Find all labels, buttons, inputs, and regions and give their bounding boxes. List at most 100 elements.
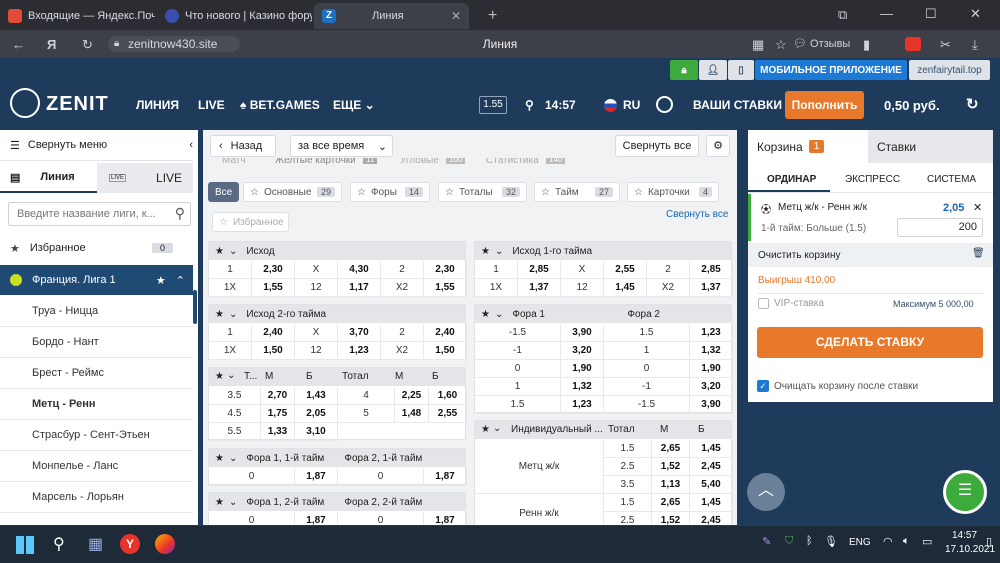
odds-cell[interactable]: 2,65 xyxy=(652,440,690,458)
odds-cell[interactable]: 1,23 xyxy=(561,396,604,414)
odds-cell[interactable]: 2,30 xyxy=(252,261,295,279)
odds-format-button[interactable]: 1.55 xyxy=(479,96,507,114)
odds-cell[interactable]: 1,33 xyxy=(261,423,295,441)
market-header[interactable]: ★ ⌄ Фора 1, 2-й тайм Фора 2, 2-й тайм xyxy=(209,493,465,511)
odds-cell[interactable]: 1,90 xyxy=(690,360,733,378)
new-tab-button[interactable]: + xyxy=(488,7,498,24)
sidebar-item-favorites[interactable]: ★ Избранное 0 xyxy=(0,234,193,262)
tab-yellow-cards[interactable]: Желтые карточки xyxy=(275,158,356,166)
screenshot-icon[interactable]: ✂ xyxy=(940,37,951,52)
tab-casino[interactable]: Что нового | Казино фору xyxy=(157,3,312,29)
start-windows-icon[interactable] xyxy=(16,536,34,554)
odds-cell[interactable]: 1,43 xyxy=(295,387,338,405)
stake-input[interactable]: 200 xyxy=(897,218,983,237)
close-tab-icon[interactable]: ✕ xyxy=(450,9,461,23)
taskbar-date[interactable]: 17.10.2021 xyxy=(945,544,996,555)
odds-cell[interactable]: 2,85 xyxy=(518,261,561,279)
logo-text[interactable]: ZENIT xyxy=(46,93,109,115)
list-item[interactable]: Труа - Ницца xyxy=(0,296,193,327)
list-item[interactable]: Страсбур - Сент-Этьен xyxy=(0,420,193,451)
list-item[interactable]: Метц - Ренн xyxy=(0,389,193,420)
odds-cell[interactable]: 2,25 xyxy=(395,387,429,405)
yandex-icon[interactable]: Я xyxy=(47,37,57,52)
keyboard-language[interactable]: ENG xyxy=(849,537,871,548)
odds-cell[interactable]: 1,87 xyxy=(424,468,467,486)
list-item[interactable]: Марсель - Лорьян xyxy=(0,482,193,513)
odds-cell[interactable]: 3,90 xyxy=(690,396,733,414)
odds-cell[interactable]: 1,75 xyxy=(261,405,295,423)
vip-checkbox[interactable] xyxy=(758,298,769,309)
sidebar-item-league[interactable]: Франция. Лига 1 ★ ⌃ xyxy=(0,265,193,295)
market-header[interactable]: ★ ⌄ Индивидуальный ... Тотал М Б xyxy=(475,421,731,439)
list-item[interactable]: Брест - Реймс xyxy=(0,358,193,389)
minimize-icon[interactable]: — xyxy=(880,6,893,21)
odds-cell[interactable]: 1,52 xyxy=(652,512,690,525)
odds-cell[interactable]: 1,87 xyxy=(295,512,338,525)
notifications-icon[interactable]: ▯ xyxy=(986,536,993,548)
filter-halves[interactable]: ☆ Тайм 27 xyxy=(534,182,620,202)
odds-cell[interactable]: 1,87 xyxy=(424,512,467,525)
odds-cell[interactable]: 2,05 xyxy=(295,405,338,423)
tab-mail[interactable]: Входящие — Яндекс.Почта xyxy=(0,3,155,29)
collapse-menu-button[interactable]: ☰ Свернуть меню ‹ xyxy=(0,130,193,161)
user-icon[interactable]: 👤︎ xyxy=(699,60,727,80)
odds-cell[interactable]: 1,17 xyxy=(338,279,381,297)
odds-cell[interactable]: 3,20 xyxy=(690,378,733,396)
tab-statistics[interactable]: Статистика xyxy=(486,158,539,166)
period-select[interactable]: за все время ⌄ xyxy=(290,135,393,157)
place-bet-button[interactable]: СДЕЛАТЬ СТАВКУ xyxy=(757,327,983,358)
scroll-top-button[interactable]: ︿ xyxy=(747,473,785,511)
market-header[interactable]: ★ ⌄ Исход xyxy=(209,242,465,260)
odds-cell[interactable]: 1,32 xyxy=(561,378,604,396)
reader-icon[interactable]: ▦ xyxy=(752,37,765,52)
odds-cell[interactable]: 2,40 xyxy=(252,324,295,342)
odds-cell[interactable]: 1,60 xyxy=(429,387,467,405)
nav-betgames[interactable]: ♠ BET.GAMES xyxy=(240,98,320,112)
search-icon[interactable]: ⚲ xyxy=(53,536,65,553)
chat-button[interactable]: ☰ xyxy=(943,470,987,514)
chevron-up-icon[interactable]: ⌃ xyxy=(175,274,185,287)
odds-cell[interactable]: 1,37 xyxy=(518,279,561,297)
sidebar-scrollbar[interactable] xyxy=(193,290,197,324)
odds-cell[interactable]: 2,30 xyxy=(424,261,467,279)
search-icon[interactable]: ⚲ xyxy=(525,98,534,112)
odds-cell[interactable]: 1,55 xyxy=(424,279,467,297)
odds-cell[interactable]: 4,30 xyxy=(338,261,381,279)
tab-single[interactable]: ОРДИНАР xyxy=(767,174,817,185)
shield-tray-icon[interactable]: ⛉ xyxy=(785,535,794,547)
download-icon[interactable]: ⤓ xyxy=(972,37,978,52)
russia-flag-icon[interactable] xyxy=(604,99,617,112)
mobile-app-button[interactable]: МОБИЛЬНОЕ ПРИЛОЖЕНИЕ xyxy=(755,60,907,80)
close-window-icon[interactable]: ✕ xyxy=(970,6,981,21)
microphone-icon[interactable]: 🎙︎ xyxy=(824,536,838,548)
odds-cell[interactable]: 1,45 xyxy=(690,440,733,458)
league-search-input[interactable]: Введите название лиги, к... ⚲ xyxy=(8,202,191,226)
collapse-all-link[interactable]: Свернуть все xyxy=(666,209,729,220)
odds-cell[interactable]: 1,45 xyxy=(690,494,733,512)
star-bookmark-icon[interactable]: ☆ xyxy=(775,37,787,52)
zenit-logo-icon[interactable] xyxy=(10,88,40,118)
back-button[interactable]: ‹ Назад xyxy=(210,135,276,157)
filter-main[interactable]: ☆ Основные 29 xyxy=(243,182,342,202)
market-header[interactable]: ★ ⌄ Фора 1 Фора 2 xyxy=(475,305,731,323)
filter-cards[interactable]: ☆ Карточки 4 xyxy=(627,182,719,202)
odds-cell[interactable]: 1,50 xyxy=(424,342,467,360)
odds-cell[interactable]: 1,50 xyxy=(252,342,295,360)
odds-cell[interactable]: 3,20 xyxy=(561,342,604,360)
odds-cell[interactable]: 1,48 xyxy=(395,405,429,423)
list-item[interactable]: Монпелье - Ланс xyxy=(0,451,193,482)
odds-cell[interactable]: 1,87 xyxy=(295,468,338,486)
star-icon[interactable]: ★ xyxy=(155,274,166,287)
tab-system[interactable]: СИСТЕМА xyxy=(927,174,977,185)
market-header[interactable]: ★ ⌄ Исход 1-го тайма xyxy=(475,242,731,260)
tab-basket[interactable]: Корзина 1 xyxy=(748,130,868,163)
odds-cell[interactable]: 1,45 xyxy=(604,279,647,297)
lock-green-icon[interactable]: 🔒︎ xyxy=(670,60,698,80)
odds-cell[interactable]: 1,37 xyxy=(690,279,733,297)
collapse-all-button[interactable]: Свернуть все xyxy=(615,135,699,157)
volume-icon[interactable]: 🔈︎ xyxy=(903,535,910,547)
tab-match[interactable]: Матч xyxy=(222,158,246,166)
language-select[interactable]: RU xyxy=(623,98,641,112)
deposit-button[interactable]: Пополнить xyxy=(785,91,864,119)
tab-live[interactable]: LIVE LIVE xyxy=(109,171,183,185)
